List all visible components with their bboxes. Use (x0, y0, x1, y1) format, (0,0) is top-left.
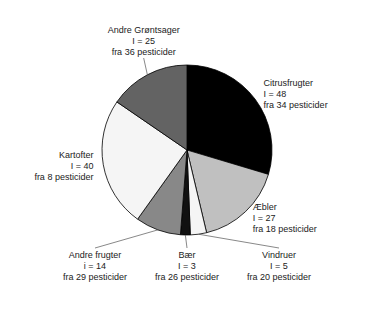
slices (102, 65, 272, 235)
slice-label: Andre frugter (69, 250, 122, 260)
data-label: I = 27 (253, 213, 276, 223)
data-label: i = 14 (84, 261, 106, 271)
slice-label: Vindruer (262, 250, 296, 260)
annotation: fra 20 pesticider (247, 272, 311, 282)
annotation: fra 29 pesticider (63, 272, 127, 282)
data-label: I = 40 (71, 161, 94, 171)
leader-line (185, 235, 187, 248)
labels: CitrusfrugterI = 48fra 34 pesticider Æble… (34, 25, 327, 282)
annotation: fra 36 pesticider (112, 47, 176, 57)
slice-label: Æbler (253, 202, 277, 212)
annotation: fra 8 pesticider (34, 172, 93, 182)
leader-line (144, 58, 148, 75)
slice-label: Kartofter (59, 150, 94, 160)
slice-label: Citrusfrugter (264, 78, 314, 88)
pie-slice (117, 65, 187, 150)
annotation: fra 26 pesticider (155, 272, 219, 282)
data-label: I = 48 (264, 89, 287, 99)
leader-line (199, 234, 279, 248)
annotation: fra 18 pesticider (253, 224, 317, 234)
annotation: fra 34 pesticider (264, 100, 328, 110)
chart: CitrusfrugterI = 48fra 34 pesticider Æble… (0, 0, 374, 324)
leader-line (95, 230, 158, 248)
data-label: I = 5 (270, 261, 288, 271)
data-label: I = 3 (178, 261, 196, 271)
data-label: I = 25 (132, 36, 155, 46)
slice-label: Bær (178, 250, 195, 260)
slice-label: Andre Grøntsager (108, 25, 180, 35)
chart-container: CitrusfrugterI = 48fra 34 pesticider Æble… (0, 0, 374, 324)
